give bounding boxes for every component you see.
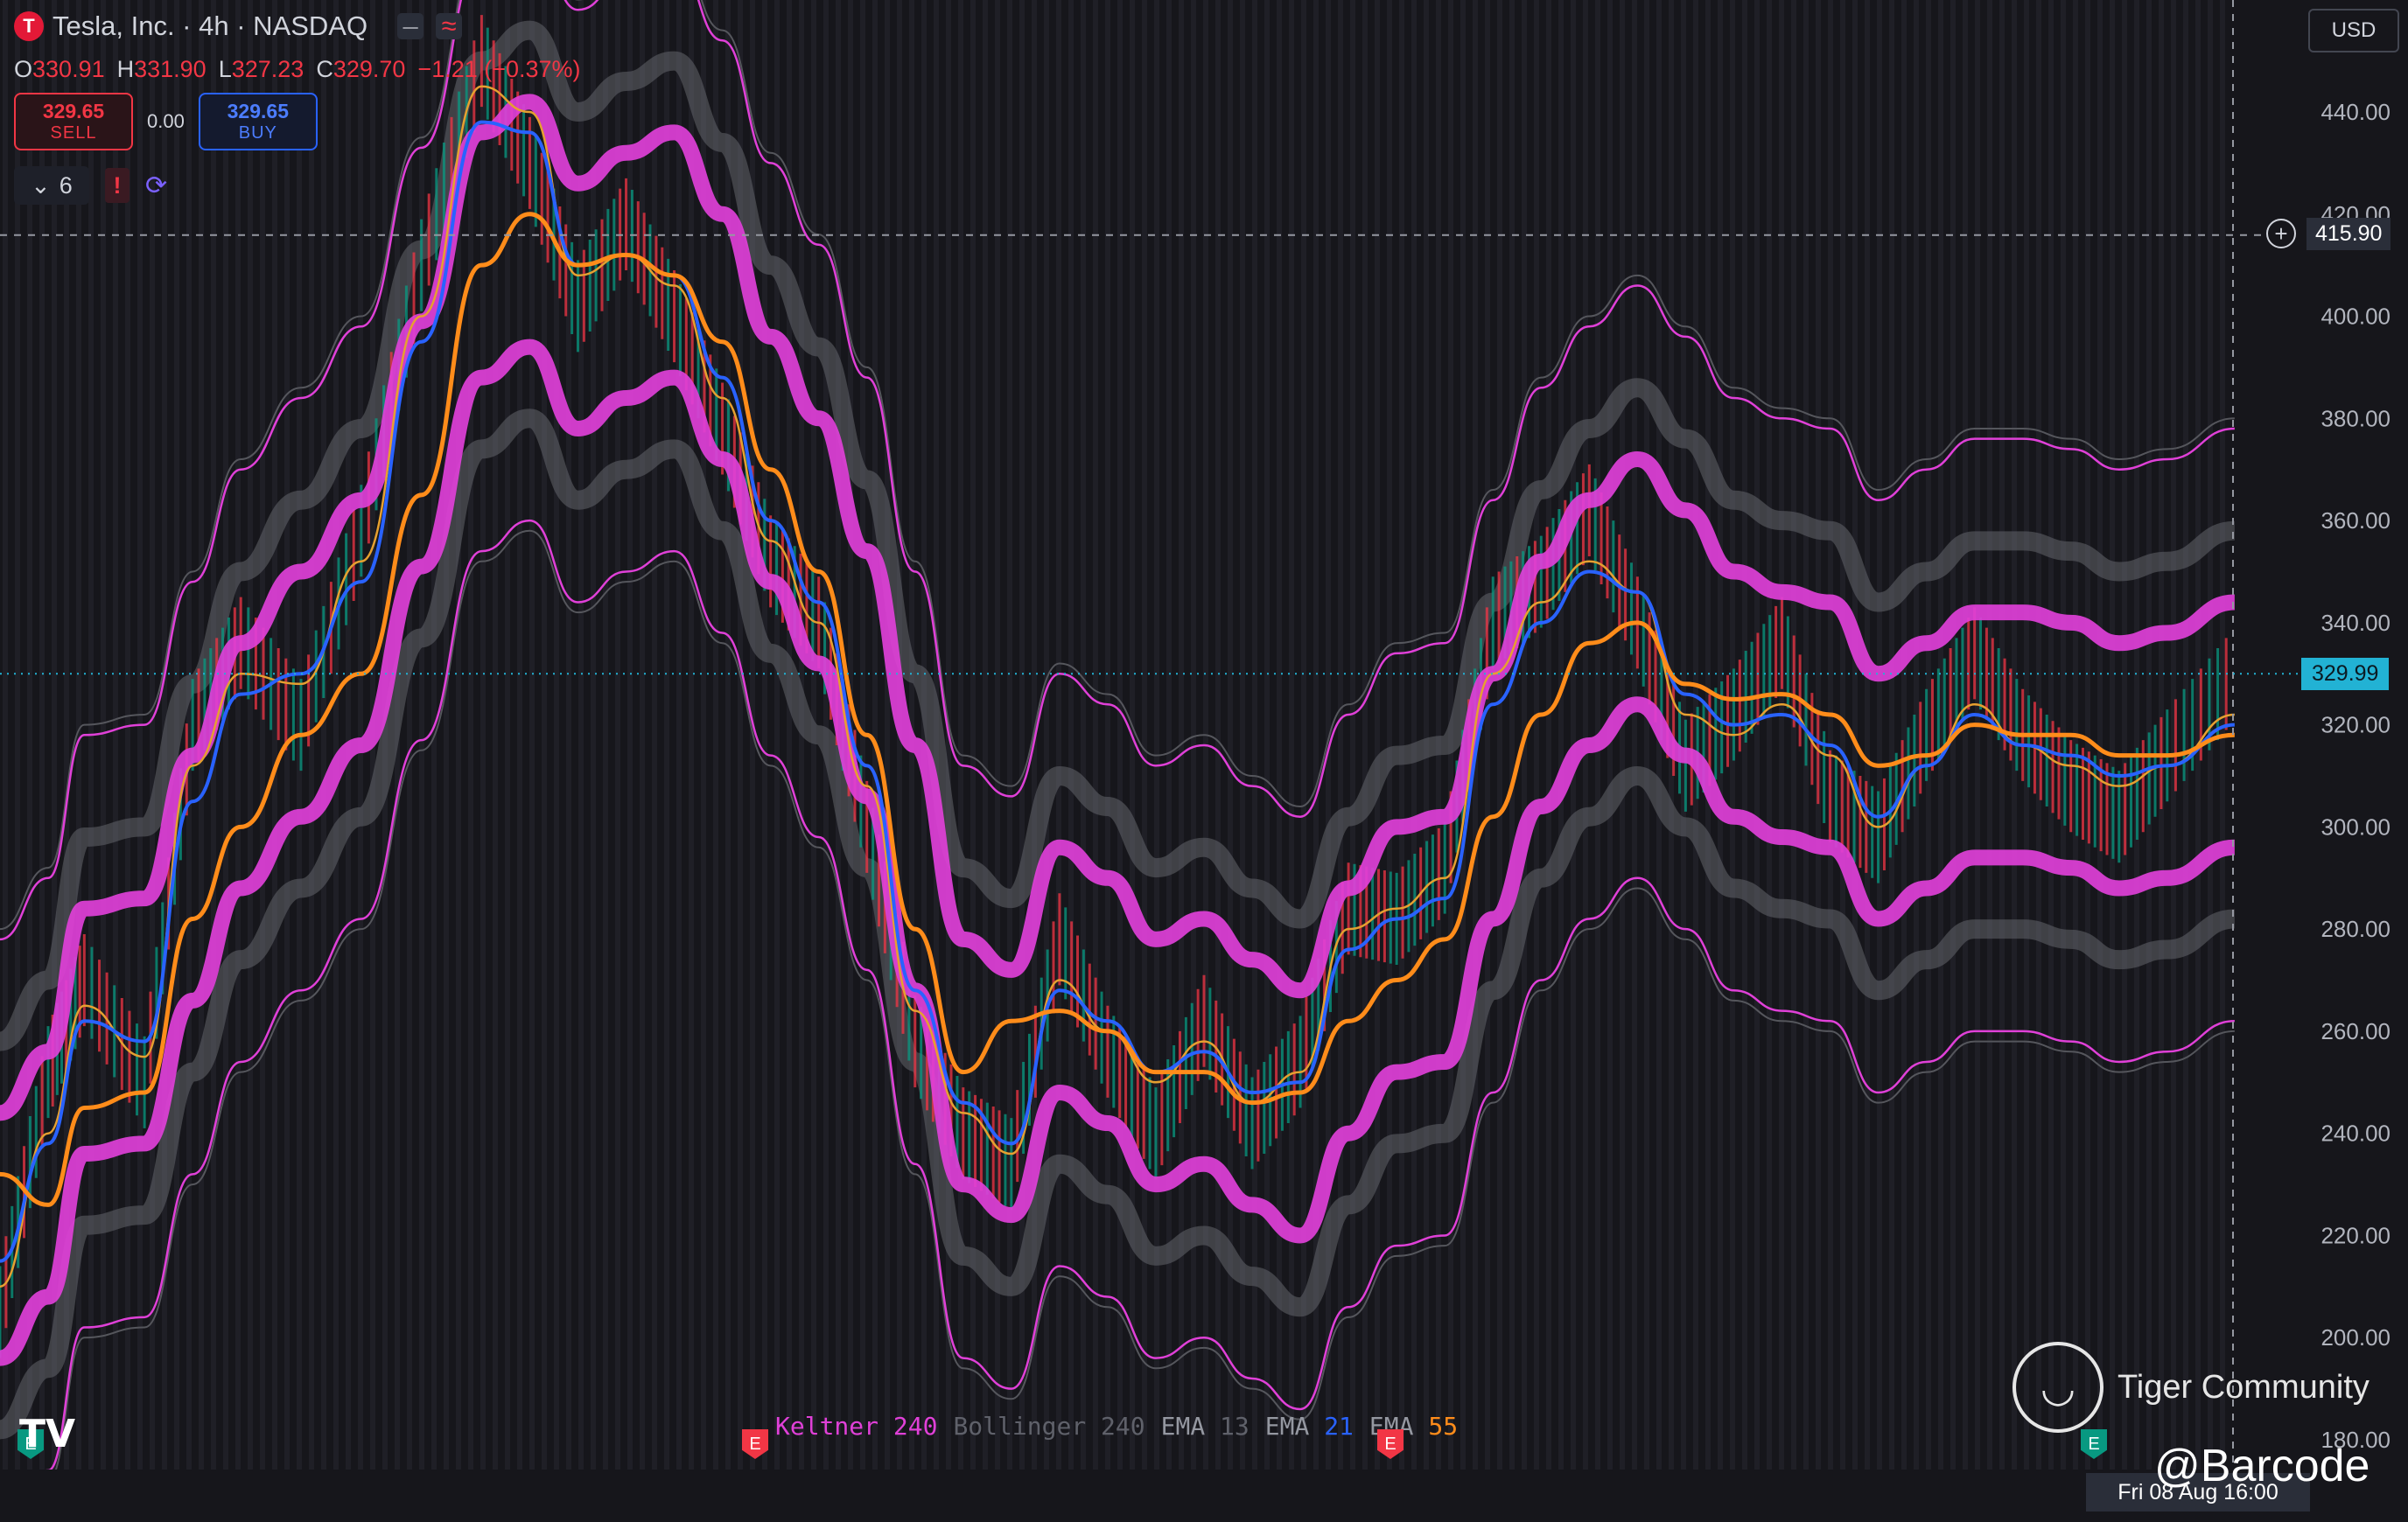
bollinger-lower-band xyxy=(0,408,2236,1440)
watermark-brand: Tiger Community xyxy=(2118,1368,2370,1406)
low-value: 327.23 xyxy=(231,56,304,82)
sync-icon[interactable]: ⟳ xyxy=(145,171,168,200)
legend-ema21-name[interactable]: EMA xyxy=(1264,1412,1310,1441)
keltner-outer-upper xyxy=(0,0,2235,941)
ema21-line xyxy=(0,120,2235,1263)
sell-label: SELL xyxy=(50,123,97,143)
currency-label: USD xyxy=(2331,18,2376,42)
high-key: H xyxy=(116,56,135,82)
minimize-icon[interactable]: – xyxy=(397,10,424,41)
currency-selector[interactable]: USD xyxy=(2308,9,2399,52)
bollinger-upper-band xyxy=(0,20,2236,1051)
last-price-label: 329.99 xyxy=(2301,658,2390,691)
sell-price: 329.65 xyxy=(42,100,105,122)
candle-texture xyxy=(3,0,2225,1470)
spread-value: 0.00 xyxy=(147,110,185,132)
symbol-title[interactable]: Tesla, Inc. · 4h · NASDAQ xyxy=(52,10,368,41)
price-tick-label: 440.00 xyxy=(2320,99,2390,125)
change-value: −1.21 (−0.37%) xyxy=(417,56,581,82)
legend-ema55-len: 55 xyxy=(1428,1412,1459,1441)
price-tick-label: 240.00 xyxy=(2320,1121,2390,1147)
tiger-logo-icon: ◡ xyxy=(2012,1342,2104,1433)
price-axis[interactable]: 180.00 200.00 220.00 240.00 260.00 280.00 300.… xyxy=(2320,99,2390,1453)
legend-ema21-len: 21 xyxy=(1324,1412,1354,1441)
compare-icon[interactable]: ≈ xyxy=(436,10,463,41)
price-tick-label: 320.00 xyxy=(2320,712,2390,738)
buy-price: 329.65 xyxy=(227,100,289,122)
bollinger-outer-upper xyxy=(0,0,2235,931)
indicator-controls: ⌄ 6 ! ⟳ xyxy=(14,166,167,205)
sell-button[interactable]: 329.65 SELL xyxy=(14,93,133,150)
close-key: C xyxy=(316,56,333,82)
keltner-upper-band xyxy=(0,94,2236,1121)
tesla-logo-icon: T xyxy=(14,11,44,41)
indicators-toggle[interactable]: ⌄ 6 xyxy=(14,166,89,205)
open-key: O xyxy=(14,56,33,82)
price-tick-label: 280.00 xyxy=(2320,916,2390,942)
indicator-legend: Keltner 240 Bollinger 240 EMA 13 EMA 21 … xyxy=(775,1412,1458,1441)
bollinger-outer-lower xyxy=(18,529,2235,1522)
price-tick-label: 300.00 xyxy=(2320,813,2390,840)
watermark: ◡ Tiger Community xyxy=(2012,1342,2370,1433)
price-tick-label: 260.00 xyxy=(2320,1018,2390,1044)
price-tick-label: 220.00 xyxy=(2320,1222,2390,1248)
symbol-header[interactable]: T Tesla, Inc. · 4h · NASDAQ – ≈ xyxy=(14,10,463,42)
buy-label: BUY xyxy=(238,123,277,143)
price-tick-label: 340.00 xyxy=(2320,610,2390,636)
warning-icon[interactable]: ! xyxy=(105,168,130,203)
indicator-count: 6 xyxy=(59,171,73,199)
buy-button[interactable]: 329.65 BUY xyxy=(198,93,318,150)
price-tick-label: 180.00 xyxy=(2320,1427,2390,1453)
low-key: L xyxy=(218,56,232,82)
price-tick-label: 380.00 xyxy=(2320,405,2390,431)
legend-ema13-len: 13 xyxy=(1220,1412,1250,1441)
time-axis[interactable] xyxy=(0,1470,2408,1522)
open-value: 330.91 xyxy=(32,56,105,82)
legend-ema13-name[interactable]: EMA xyxy=(1160,1412,1206,1441)
keltner-outer-lower xyxy=(12,519,2235,1522)
close-value: 329.70 xyxy=(332,56,406,82)
tradingview-logo-icon: TV xyxy=(19,1412,76,1456)
price-tick-label: 360.00 xyxy=(2320,507,2390,534)
ema55-line xyxy=(0,212,2235,1207)
trade-panel: 329.65 SELL 0.00 329.65 BUY xyxy=(14,93,318,150)
ohlc-values: O330.91 H331.90 L327.23 C329.70 −1.21 (−… xyxy=(14,56,581,83)
crosshair-price-label: + 415.90 xyxy=(2266,217,2391,250)
crosshair-price: 415.90 xyxy=(2306,217,2391,250)
high-value: 331.90 xyxy=(134,56,206,82)
keltner-lower-band xyxy=(0,339,2236,1366)
add-plus-icon[interactable]: + xyxy=(2266,219,2296,249)
legend-bollinger-name[interactable]: Bollinger xyxy=(953,1412,1087,1441)
price-tick-label: 400.00 xyxy=(2320,304,2390,330)
chevron-down-icon: ⌄ xyxy=(31,171,51,199)
legend-keltner-name[interactable]: Keltner xyxy=(775,1412,879,1441)
watermark-handle: @Barcode xyxy=(2154,1441,2370,1491)
price-tick-label: 200.00 xyxy=(2320,1324,2390,1351)
legend-bollinger-len: 240 xyxy=(1101,1412,1145,1441)
crosshair-time-label: Fri 08 Aug 16:00 xyxy=(2086,1473,2310,1512)
legend-keltner-len: 240 xyxy=(892,1412,938,1441)
